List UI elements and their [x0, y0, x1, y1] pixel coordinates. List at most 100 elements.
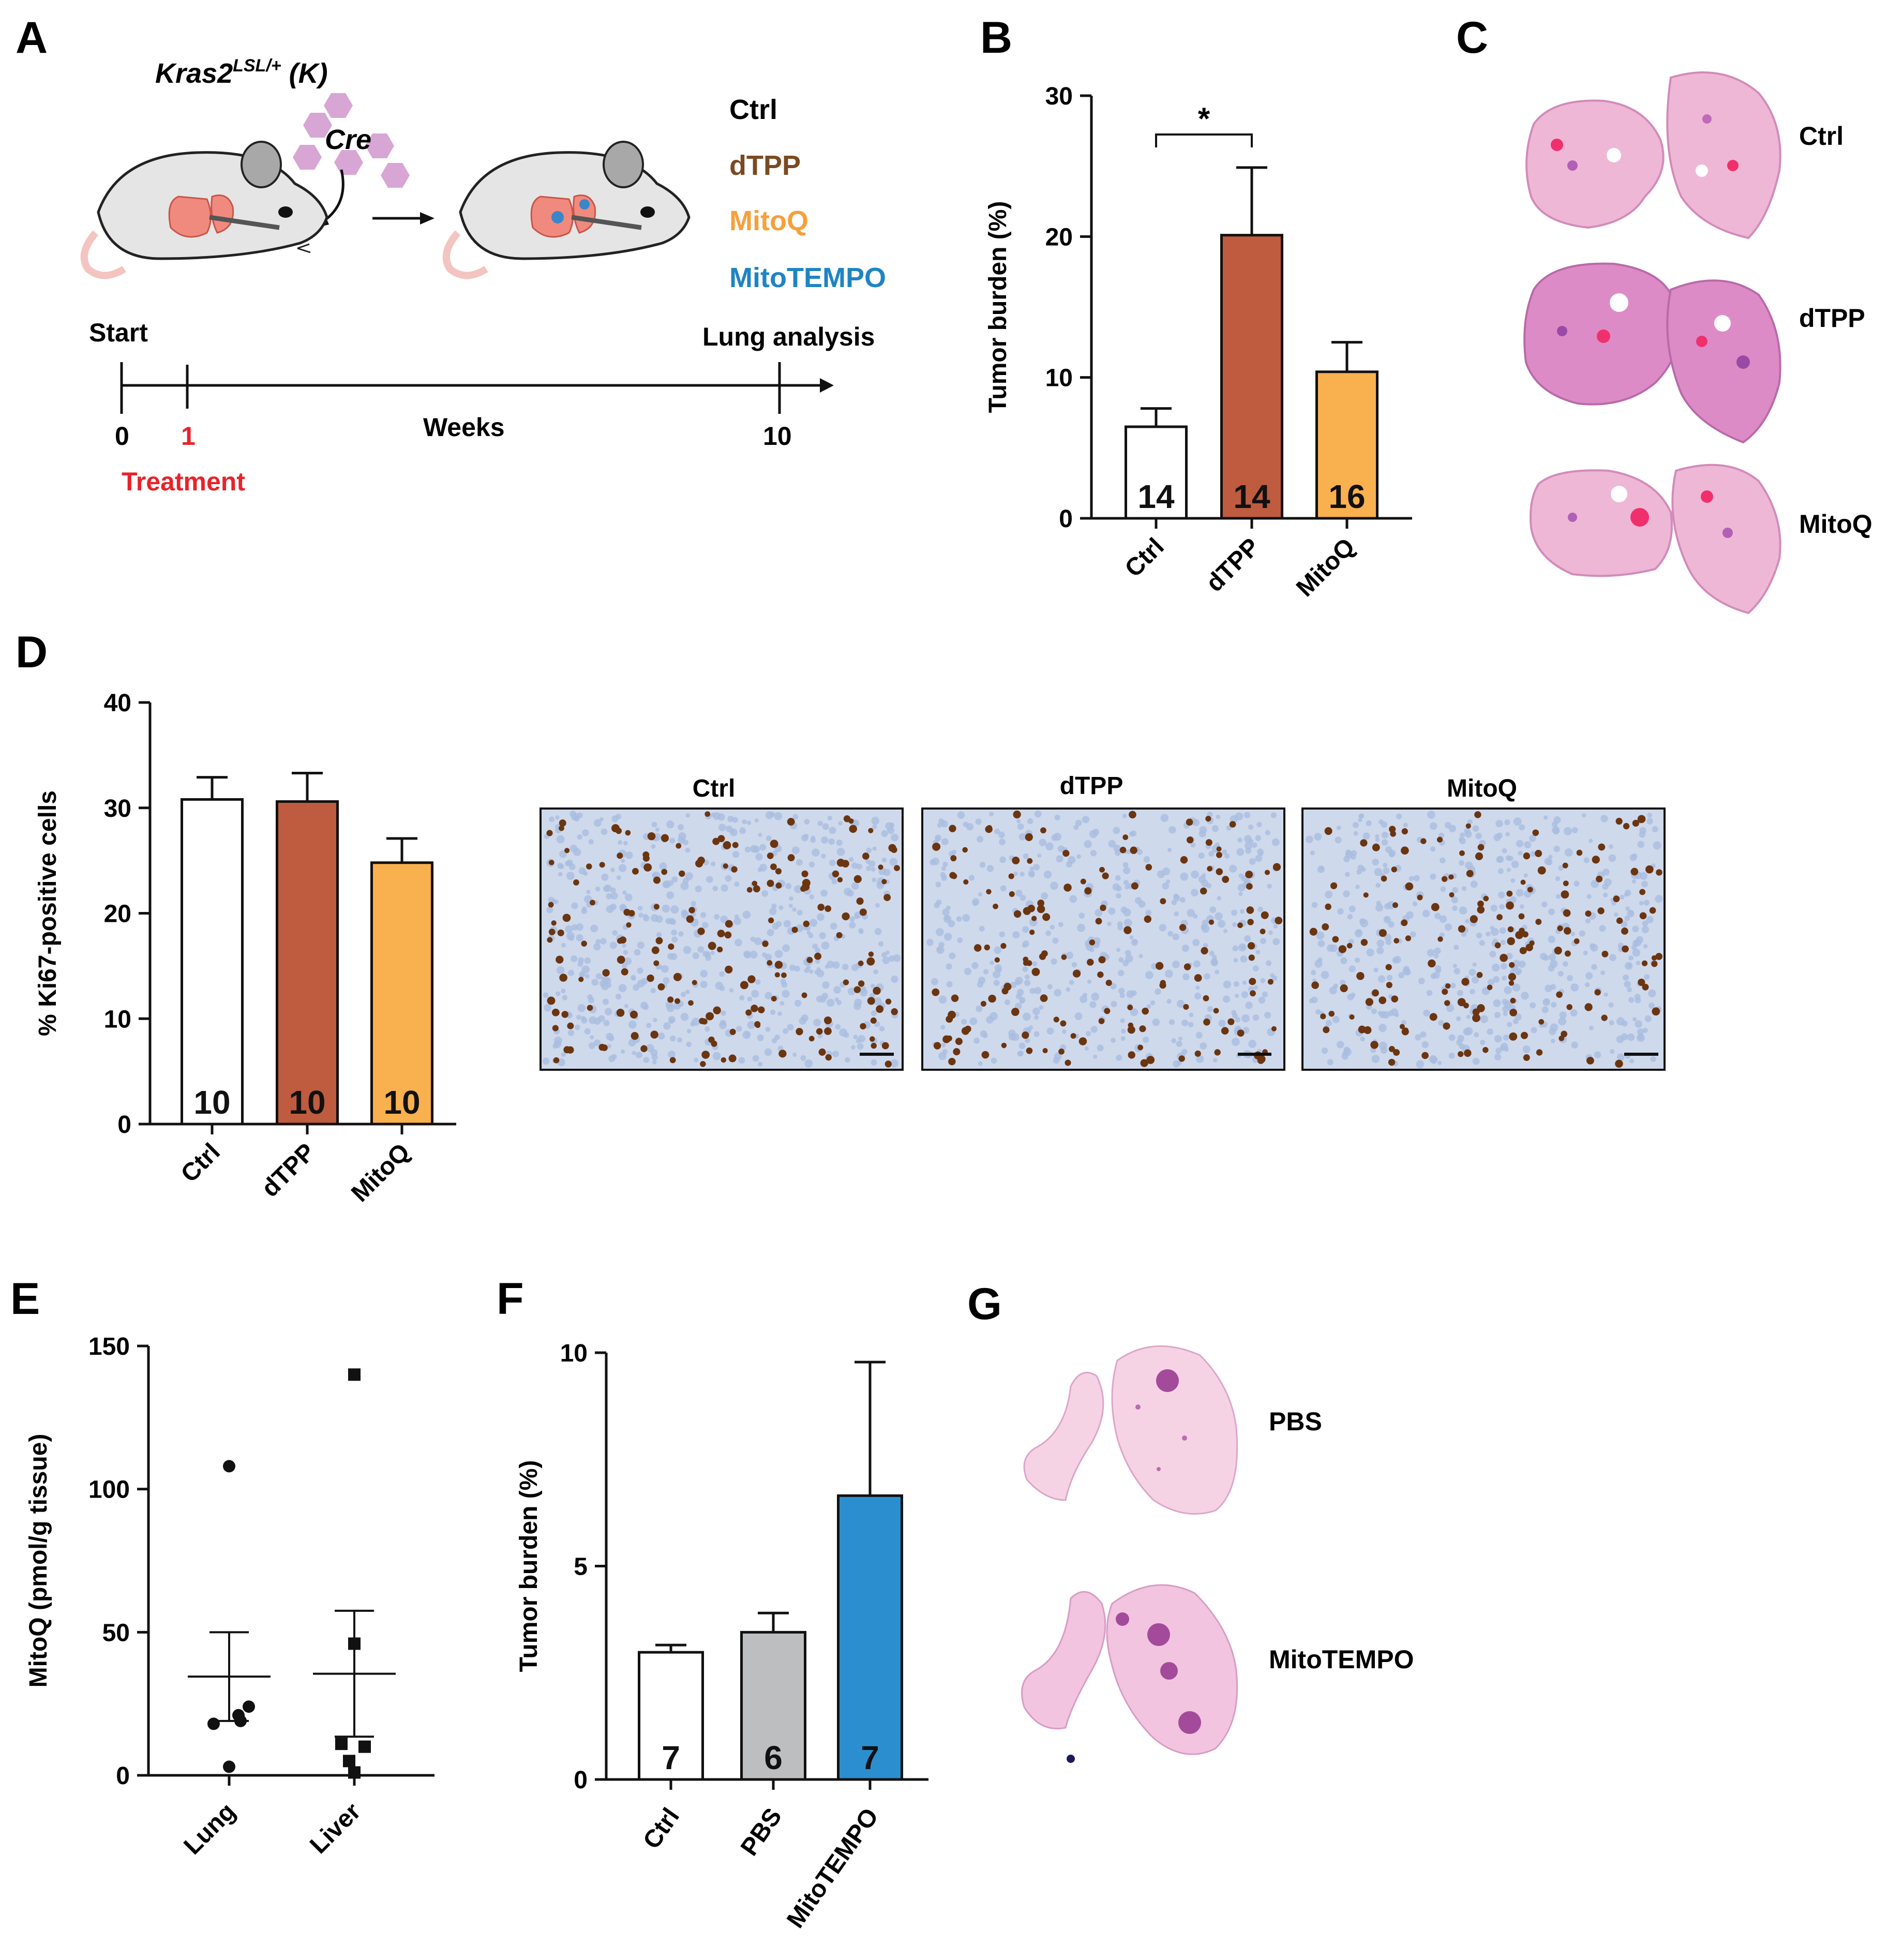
nucleus: [1617, 942, 1624, 949]
nucleus: [889, 858, 898, 866]
nucleus: [668, 880, 674, 886]
ki67-positive-nucleus: [1386, 982, 1392, 989]
nucleus: [710, 861, 716, 866]
nucleus: [1429, 822, 1437, 830]
ki67-positive-nucleus: [1026, 1047, 1033, 1054]
nucleus: [557, 1058, 565, 1067]
nucleus: [650, 988, 656, 994]
nucleus: [1490, 904, 1497, 912]
ki67-positive-nucleus: [868, 828, 874, 833]
ki67-positive-nucleus: [1261, 911, 1269, 919]
nucleus: [1266, 960, 1272, 966]
ki67-positive-nucleus: [697, 927, 705, 935]
ki67-positive-nucleus: [1401, 828, 1408, 835]
ki67-positive-nucleus: [1146, 1056, 1155, 1064]
ki67-positive-nucleus: [1201, 947, 1208, 955]
ki67-positive-nucleus: [762, 940, 769, 947]
nucleus: [1641, 925, 1649, 934]
ki67-positive-nucleus: [1405, 935, 1412, 941]
nucleus: [1168, 1019, 1175, 1025]
nucleus: [752, 1055, 759, 1062]
ki67-positive-nucleus: [717, 930, 725, 937]
nucleus: [881, 857, 887, 863]
y-tick-label: 5: [574, 1553, 588, 1581]
ki67-positive-nucleus: [745, 1009, 752, 1016]
nucleus: [1457, 990, 1463, 996]
nucleus: [1195, 1031, 1203, 1039]
nucleus: [1438, 1020, 1444, 1026]
nucleus: [733, 917, 742, 925]
nucleus: [622, 943, 626, 948]
nucleus: [1461, 931, 1467, 937]
nucleus: [962, 914, 970, 922]
nucleus: [1022, 966, 1028, 972]
ki67-positive-nucleus: [1496, 914, 1503, 920]
nucleus: [595, 886, 601, 892]
ki67-positive-nucleus: [1474, 811, 1481, 818]
n-label: 14: [1137, 478, 1175, 515]
nucleus: [1415, 1034, 1421, 1041]
nucleus: [785, 883, 792, 890]
nucleus: [610, 903, 617, 910]
nucleus: [1243, 835, 1252, 843]
nucleus: [764, 1048, 772, 1056]
nucleus: [744, 846, 751, 853]
ki67-positive-nucleus: [1615, 817, 1623, 825]
ki67-positive-nucleus: [1494, 942, 1501, 949]
nucleus: [1545, 984, 1552, 993]
nucleus: [584, 1028, 591, 1035]
ki67-positive-nucleus: [781, 972, 787, 978]
ki67-positive-nucleus: [1237, 922, 1243, 929]
nucleus: [1413, 875, 1420, 881]
ki67-positive-nucleus: [836, 858, 845, 867]
lung-section-dtpp: [1523, 262, 1781, 444]
nucleus: [683, 946, 692, 954]
ki67-positive-nucleus: [1089, 939, 1096, 946]
ki67-positive-nucleus: [711, 1040, 717, 1047]
ki67-positive-nucleus: [1443, 1022, 1450, 1030]
nucleus: [1410, 931, 1416, 938]
ki67-positive-nucleus: [817, 903, 825, 911]
ki67-positive-nucleus: [1393, 1049, 1400, 1056]
ki67-positive-nucleus: [1596, 875, 1603, 882]
nucleus: [1384, 903, 1391, 910]
nucleus: [1097, 1044, 1104, 1052]
nucleus: [991, 1057, 997, 1064]
nucleus: [1586, 894, 1592, 899]
nucleus: [1352, 821, 1359, 828]
nucleus: [1023, 1012, 1031, 1021]
nucleus: [866, 847, 872, 854]
y-tick-label: 150: [88, 1333, 130, 1360]
nucleus: [1502, 848, 1507, 854]
nucleus: [1234, 994, 1239, 998]
ki67-positive-nucleus: [1178, 1055, 1185, 1062]
ki67-positive-nucleus: [754, 1021, 761, 1028]
nucleus: [1655, 895, 1663, 903]
ki67-positive-nucleus: [962, 847, 968, 853]
ki67-positive-nucleus: [616, 1009, 625, 1017]
ki67-positive-nucleus: [948, 1057, 956, 1066]
nucleus: [1637, 1028, 1644, 1036]
cre-virus-icon: [293, 93, 410, 188]
nucleus: [998, 831, 1005, 839]
ki67-positive-nucleus: [950, 855, 957, 862]
nucleus: [1475, 832, 1482, 840]
nucleus: [1628, 955, 1634, 961]
nucleus: [1480, 1015, 1488, 1023]
nucleus: [680, 1012, 689, 1021]
ki67-positive-nucleus: [699, 1018, 706, 1024]
nucleus: [936, 947, 941, 952]
ki67-positive-nucleus: [598, 1043, 606, 1051]
ki67-positive-nucleus: [1537, 866, 1546, 875]
nucleus: [742, 1030, 751, 1039]
ki67-positive-nucleus: [1013, 910, 1022, 918]
nucleus: [1167, 847, 1172, 852]
nucleus: [615, 813, 622, 820]
nucleus: [1383, 867, 1390, 874]
nucleus: [612, 930, 618, 936]
nucleus: [646, 1023, 652, 1028]
nucleus: [1216, 814, 1221, 819]
legend-dtpp: dTPP: [729, 150, 801, 181]
ki67-positive-nucleus: [1179, 924, 1187, 931]
ki67-positive-nucleus: [1037, 905, 1045, 914]
